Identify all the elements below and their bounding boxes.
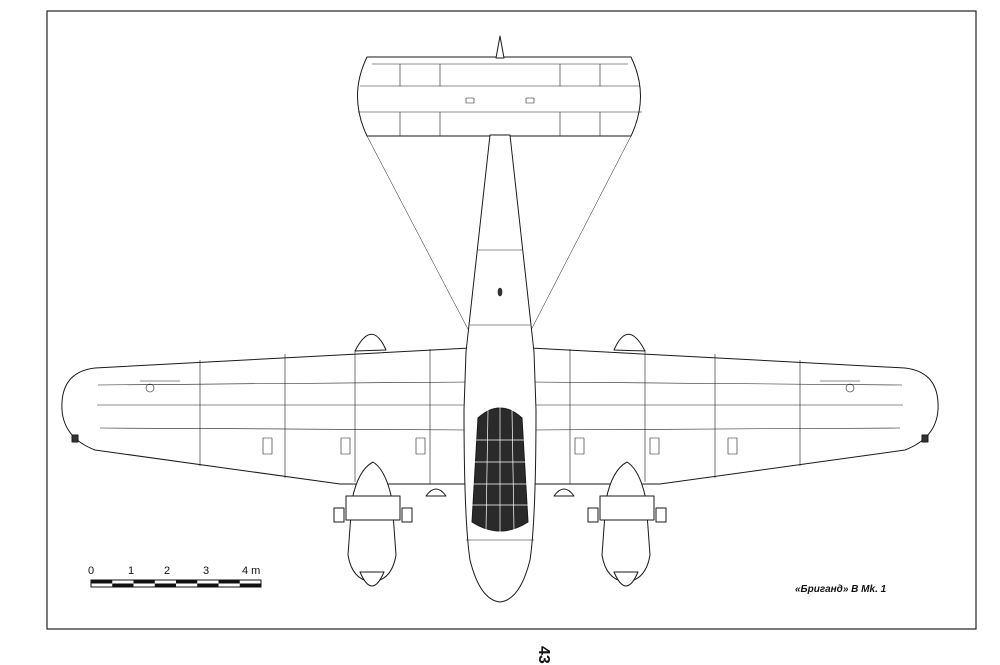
page-frame xyxy=(46,10,977,630)
canopy-frames xyxy=(472,402,528,533)
nacelle-gear-door-left xyxy=(345,495,401,521)
scale-bar-segment xyxy=(133,580,155,584)
page-number: 43 xyxy=(535,646,552,664)
exhaust-right-inner xyxy=(587,507,599,523)
fairing-right xyxy=(553,488,575,497)
exhaust-left-inner xyxy=(401,507,413,523)
scale-label-0: 0 xyxy=(88,565,95,577)
aircraft-caption: «Бриганд» B Mk. 1 xyxy=(795,584,887,595)
scale-label-3: 3 xyxy=(203,565,210,577)
exhaust-right-outer xyxy=(655,507,667,523)
fin-tip xyxy=(495,35,505,59)
spinner-right xyxy=(613,571,639,587)
exhaust-left-outer xyxy=(333,507,345,523)
scale-bar-segment xyxy=(239,583,261,587)
scale-bar xyxy=(90,579,262,588)
tailplane-panel-lines xyxy=(358,63,642,136)
wingtip-light-left xyxy=(71,434,79,443)
wingtip-light-right xyxy=(921,434,929,443)
scale-bar-segment xyxy=(154,583,176,587)
fuselage-panel-lines xyxy=(466,249,534,541)
scale-bar-segment xyxy=(197,583,219,587)
wing-panel-lines xyxy=(97,349,903,484)
scale-label-4m: 4 m xyxy=(242,565,261,577)
scale-bar-segment xyxy=(91,580,113,584)
scale-label-1: 1 xyxy=(128,565,135,577)
wing-fence-left xyxy=(354,333,387,352)
spinner-left xyxy=(359,571,385,587)
scale-bar-segment xyxy=(218,580,240,584)
scale-bar-segments xyxy=(91,580,261,587)
fairing-left xyxy=(425,488,447,497)
scale-bar-segment xyxy=(176,580,198,584)
scale-bar-segment xyxy=(112,583,134,587)
wing-fence-right xyxy=(613,333,646,352)
nacelle-gear-door-right xyxy=(599,495,655,521)
scale-label-2: 2 xyxy=(164,565,171,577)
